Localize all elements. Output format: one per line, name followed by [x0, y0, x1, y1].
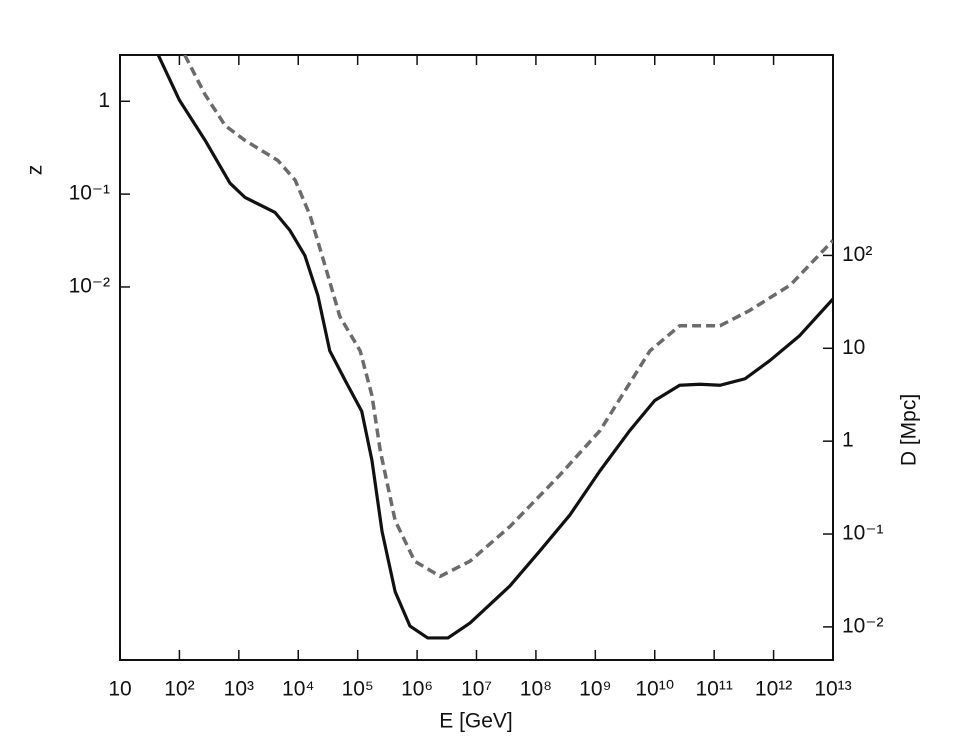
y2-tick-label: 10⁻¹: [842, 522, 883, 545]
series-line: [156, 55, 833, 640]
y-axis-label: z: [24, 165, 47, 176]
x-tick-label: 10³: [224, 678, 254, 701]
plot-area: [156, 55, 833, 640]
x-tick-label: 10⁷: [461, 678, 492, 701]
y2-tick-label: 10⁻²: [842, 614, 883, 637]
plot-frame: [119, 54, 834, 661]
x-tick-label: 10¹³: [814, 678, 851, 701]
x-tick-label: 10⁹: [579, 678, 611, 701]
series-line: [183, 55, 833, 579]
x-axis-label: E [GeV]: [439, 710, 513, 733]
x-tick-label: 10⁶: [401, 678, 433, 701]
x-tick-label: 10¹⁰: [635, 678, 674, 701]
y2-tick-label: 10²: [842, 243, 872, 266]
y-tick-label: 10⁻¹: [69, 182, 110, 205]
x-tick-label: 10⁸: [520, 678, 552, 701]
x-tick-label: 10²: [164, 678, 194, 701]
y2-tick-label: 10: [842, 336, 865, 359]
y2-axis-label: D [Mpc]: [898, 394, 921, 466]
x-tick-label: 10: [108, 678, 131, 701]
x-tick-label: 10⁴: [282, 678, 314, 701]
x-tick-label: 10¹²: [755, 678, 792, 701]
x-tick-label: 10⁵: [342, 678, 374, 701]
y-tick-label: 1: [98, 89, 110, 112]
x-tick-label: 10¹¹: [695, 678, 732, 701]
y2-tick-label: 1: [842, 429, 854, 452]
y-tick-label: 10⁻²: [69, 275, 110, 298]
